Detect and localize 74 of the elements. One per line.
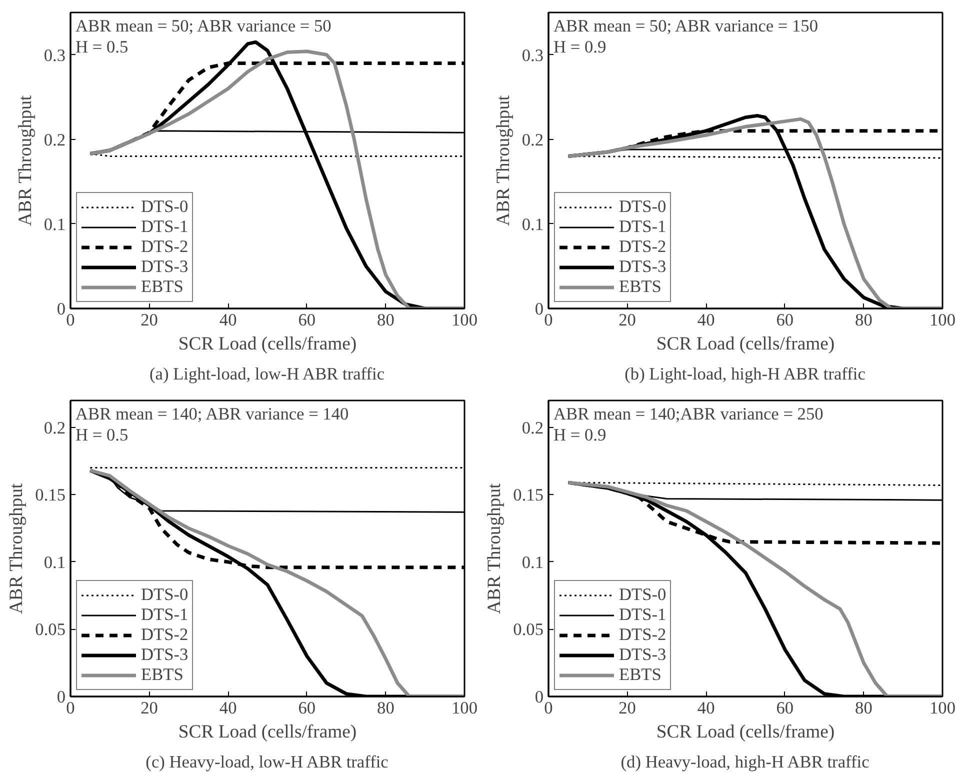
x-tick-label: 100: [452, 698, 478, 718]
legend-label: DTS-2: [619, 625, 666, 645]
text: (b) Light-load, high-H ABR traffic: [624, 364, 866, 384]
y-tick-label: 0.2: [44, 130, 66, 150]
x-tick-label: 40: [219, 310, 237, 330]
annotation: ABR mean = 140;ABR variance = 250: [554, 404, 824, 424]
legend-label: EBTS: [619, 277, 662, 297]
x-tick-label: 40: [697, 698, 715, 718]
x-tick-label: 60: [776, 698, 794, 718]
text: (a) Light-load, low-H ABR traffic: [150, 364, 385, 384]
text: (d) Heavy-load, high-H ABR traffic: [620, 752, 870, 772]
x-tick-label: 60: [776, 310, 794, 330]
y-tick-label: 0.2: [522, 418, 544, 438]
x-tick-label: 20: [618, 310, 636, 330]
y-axis-title: ABR Throughput: [484, 482, 506, 614]
y-tick-label: 0.15: [35, 486, 66, 505]
x-tick-label: 60: [298, 698, 316, 718]
x-axis-title: SCR Load (cells/frame): [178, 722, 357, 742]
legend-label: DTS-0: [141, 585, 188, 605]
x-tick-label: 80: [855, 698, 872, 718]
legend-label: DTS-1: [141, 605, 188, 625]
x-tick-label: 100: [930, 310, 956, 330]
y-tick-label: 0.1: [522, 214, 544, 234]
legend-label: DTS-1: [141, 217, 188, 237]
legend-label: DTS-3: [141, 257, 188, 277]
x-tick-label: 80: [377, 310, 394, 330]
legend-label: DTS-0: [619, 585, 666, 605]
annotation: H = 0.5: [76, 426, 128, 444]
legend-label: DTS-0: [619, 197, 666, 217]
text: (c) Heavy-load, low-H ABR traffic: [146, 752, 389, 772]
y-tick-label: 0.1: [44, 552, 66, 572]
y-tick-label: 0.15: [513, 486, 544, 505]
annotation: H = 0.5: [76, 38, 128, 56]
legend-label: EBTS: [141, 665, 184, 685]
x-axis-title: SCR Load (cells/frame): [656, 722, 835, 742]
legend-label: DTS-1: [619, 217, 666, 237]
legend-label: DTS-3: [619, 645, 666, 665]
annotation: H = 0.9: [554, 38, 606, 56]
y-tick-label: 0.05: [35, 620, 66, 640]
legend-label: DTS-2: [141, 237, 188, 257]
legend-label: DTS-0: [141, 197, 188, 217]
y-tick-label: 0.2: [44, 418, 66, 438]
x-tick-label: 80: [855, 310, 872, 330]
x-tick-label: 40: [697, 310, 715, 330]
legend-label: EBTS: [141, 277, 184, 297]
legend-label: DTS-3: [141, 645, 188, 665]
legend-label: EBTS: [619, 665, 662, 685]
legend-label: DTS-2: [141, 625, 188, 645]
x-tick-label: 20: [140, 310, 158, 330]
legend-label: DTS-3: [619, 257, 666, 277]
y-axis-title: ABR Throughput: [492, 94, 514, 226]
annotation: ABR mean = 50; ABR variance = 150: [554, 16, 818, 36]
legend-label: DTS-1: [619, 605, 666, 625]
x-tick-label: 80: [377, 698, 394, 718]
y-tick-label: 0.3: [522, 46, 544, 65]
annotation: H = 0.9: [554, 426, 606, 444]
y-tick-label: 0.1: [522, 552, 544, 572]
x-axis-title: SCR Load (cells/frame): [656, 334, 835, 354]
x-tick-label: 100: [930, 698, 956, 718]
y-tick-label: 0.05: [513, 620, 544, 640]
x-axis-title: SCR Load (cells/frame): [178, 334, 357, 354]
x-tick-label: 20: [618, 698, 636, 718]
y-axis-title: ABR Throughput: [6, 482, 28, 614]
x-tick-label: 60: [298, 310, 316, 330]
x-tick-label: 100: [452, 310, 478, 330]
y-tick-label: 0.3: [44, 46, 66, 65]
annotation: ABR mean = 50; ABR variance = 50: [76, 16, 332, 36]
legend-label: DTS-2: [619, 237, 666, 257]
y-tick-label: 0.1: [44, 214, 66, 234]
y-tick-label: 0.2: [522, 130, 544, 150]
x-tick-label: 20: [140, 698, 158, 718]
x-tick-label: 40: [219, 698, 237, 718]
annotation: ABR mean = 140; ABR variance = 140: [76, 404, 349, 424]
y-axis-title: ABR Throughput: [14, 94, 36, 226]
